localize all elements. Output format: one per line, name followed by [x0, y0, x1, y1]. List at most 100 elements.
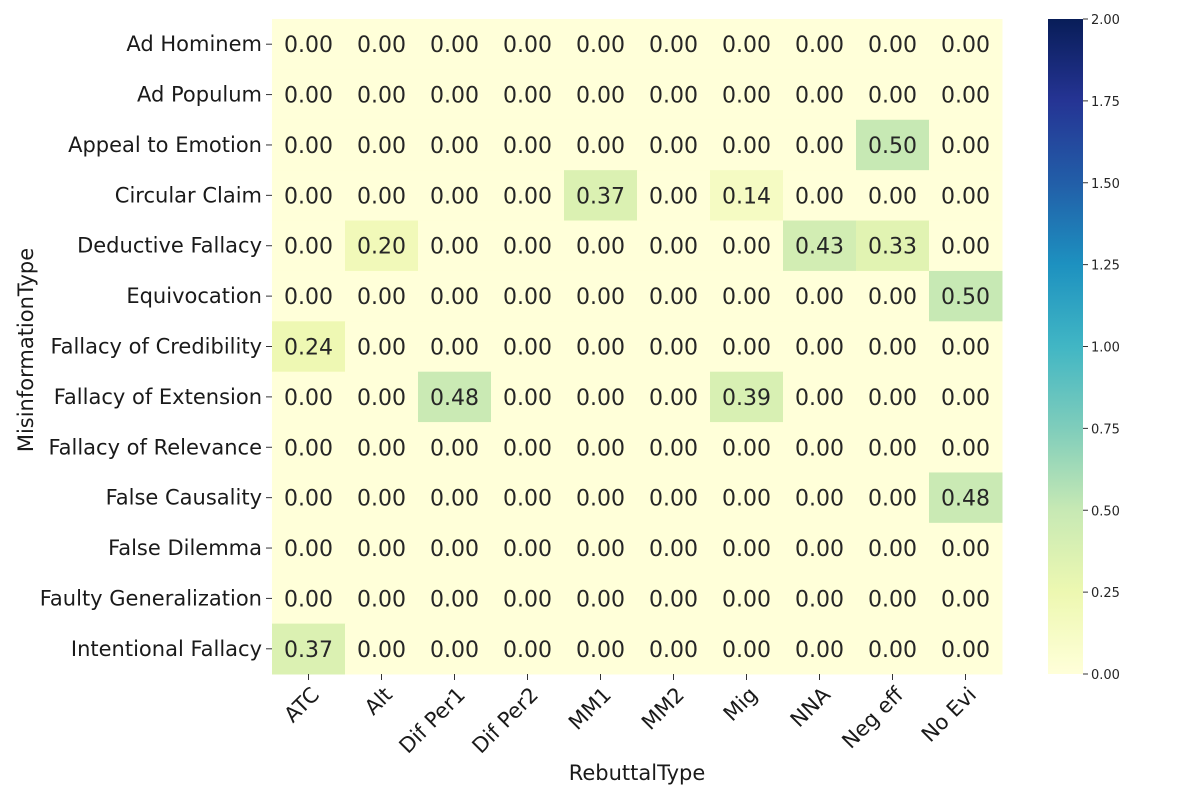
y-tick-label: Faulty Generalization — [40, 586, 262, 610]
cell-value-label: 0.00 — [795, 436, 844, 461]
heatmap-cell — [418, 522, 492, 574]
heatmap-cell — [783, 623, 857, 675]
cell-value-label: 0.00 — [868, 436, 917, 461]
heatmap-cell — [345, 321, 419, 373]
cell-value-label: 0.14 — [722, 184, 771, 209]
heatmap-cell — [418, 371, 492, 423]
x-tick-label: MM2 — [637, 683, 689, 735]
heatmap-cell — [345, 19, 419, 70]
colorbar-tick-label: 1.50 — [1091, 177, 1120, 192]
y-tick-label: Circular Claim — [115, 183, 262, 207]
heatmap-cell — [710, 522, 784, 574]
heatmap-cell — [929, 321, 1003, 373]
cell-value-label: 0.00 — [649, 336, 698, 361]
heatmap-cell — [564, 623, 638, 675]
cell-value-label: 0.00 — [576, 84, 625, 109]
y-tick-label: Ad Hominem — [126, 32, 262, 56]
cell-value-label: 0.43 — [795, 235, 844, 260]
cell-value-label: 0.00 — [795, 134, 844, 159]
cell-value-label: 0.00 — [722, 84, 771, 109]
colorbar-tick-label: 0.25 — [1091, 586, 1120, 601]
cell-value-label: 0.00 — [284, 84, 333, 109]
heatmap-cell — [491, 69, 565, 121]
heatmap-cell — [637, 472, 711, 524]
heatmap-cell — [637, 321, 711, 373]
heatmap-cell — [710, 422, 784, 473]
heatmap-cell — [491, 472, 565, 524]
cell-value-label: 0.00 — [357, 537, 406, 562]
cell-value-label: 0.00 — [284, 587, 333, 612]
heatmap-cell — [272, 422, 346, 473]
heatmap-cell — [929, 119, 1003, 171]
heatmap-cell — [856, 69, 930, 121]
heatmap-cell — [710, 371, 784, 423]
cell-value-label: 0.00 — [357, 587, 406, 612]
cell-value-label: 0.00 — [284, 537, 333, 562]
cell-value-label: 0.00 — [576, 134, 625, 159]
y-axis-title: MisinformationType — [14, 248, 38, 452]
heatmap-cell — [564, 321, 638, 373]
heatmap-cell — [491, 623, 565, 675]
x-tick-label: ATC — [279, 683, 324, 728]
heatmap-cell — [491, 19, 565, 70]
heatmap-cell — [491, 573, 565, 625]
heatmap-cell — [856, 422, 930, 473]
cell-value-label: 0.00 — [430, 336, 479, 361]
cell-value-label: 0.00 — [430, 134, 479, 159]
x-axis-title: RebuttalType — [569, 761, 706, 785]
heatmap-cell — [345, 522, 419, 574]
heatmap-cell — [783, 472, 857, 524]
cell-value-label: 0.00 — [941, 537, 990, 562]
heatmap-cell — [710, 623, 784, 675]
colorbar-gradient — [1048, 19, 1083, 674]
cell-value-label: 0.00 — [576, 285, 625, 310]
heatmap-cell — [564, 573, 638, 625]
cell-value-label: 0.00 — [941, 386, 990, 411]
cell-value-label: 0.00 — [868, 487, 917, 512]
heatmap-cell — [783, 321, 857, 373]
cell-value-label: 0.00 — [722, 638, 771, 663]
cell-value-label: 0.00 — [649, 386, 698, 411]
cell-value-label: 0.00 — [430, 33, 479, 58]
heatmap-cell — [929, 422, 1003, 473]
cell-value-label: 0.00 — [503, 285, 552, 310]
heatmap-cell — [637, 170, 711, 222]
heatmap-cell — [929, 220, 1003, 272]
heatmap-cell — [345, 69, 419, 121]
cell-value-label: 0.00 — [430, 436, 479, 461]
cell-value-label: 0.00 — [503, 638, 552, 663]
cell-value-label: 0.00 — [284, 134, 333, 159]
heatmap-cell — [783, 220, 857, 272]
heatmap-cell — [272, 220, 346, 272]
cell-value-label: 0.00 — [357, 638, 406, 663]
heatmap-cell — [710, 69, 784, 121]
heatmap-cell — [345, 623, 419, 675]
cell-value-label: 0.00 — [941, 134, 990, 159]
heatmap-cell — [272, 321, 346, 373]
heatmap-cell — [637, 522, 711, 574]
cell-value-label: 0.00 — [649, 285, 698, 310]
heatmap-cell — [418, 623, 492, 675]
cell-value-label: 0.00 — [941, 336, 990, 361]
heatmap-cell — [929, 270, 1003, 322]
heatmap-cell — [856, 119, 930, 171]
cell-value-label: 0.00 — [649, 184, 698, 209]
heatmap-cell — [710, 170, 784, 222]
cell-value-label: 0.00 — [868, 184, 917, 209]
cell-value-label: 0.00 — [430, 285, 479, 310]
cell-value-label: 0.00 — [795, 386, 844, 411]
colorbar: 0.00 0.25 0.50 0.75 1.00 1.25 1.50 1.75 2.00 — [1048, 13, 1120, 683]
cell-value-label: 0.00 — [941, 436, 990, 461]
heatmap-cell — [783, 69, 857, 121]
cell-value-label: 0.24 — [284, 336, 333, 361]
cell-value-label: 0.00 — [503, 386, 552, 411]
heatmap-cell — [710, 270, 784, 322]
cell-value-label: 0.00 — [357, 336, 406, 361]
cell-value-label: 0.00 — [503, 84, 552, 109]
heatmap-cell — [637, 19, 711, 70]
heatmap-cell — [418, 472, 492, 524]
heatmap-cell — [856, 623, 930, 675]
cell-value-label: 0.00 — [868, 386, 917, 411]
